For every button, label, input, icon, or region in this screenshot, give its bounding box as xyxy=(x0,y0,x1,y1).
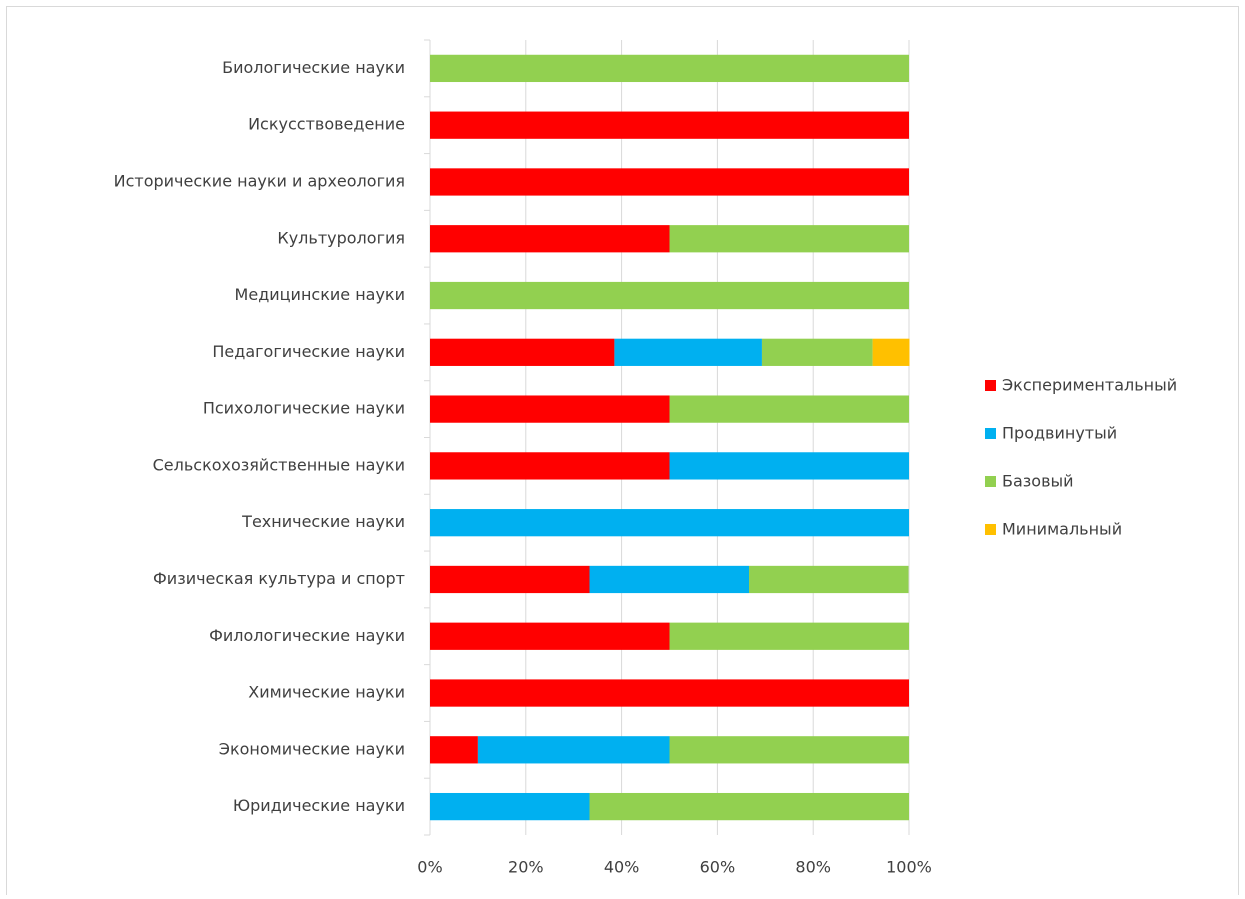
legend-label: Продвинутый xyxy=(1002,424,1117,443)
bar-segment xyxy=(430,792,590,821)
y-tick-label: Биологические науки xyxy=(222,58,405,77)
bar-segment xyxy=(430,452,670,480)
bar-segment xyxy=(430,168,909,196)
y-tick-label: Педагогические науки xyxy=(212,342,405,361)
y-tick-label: Технические науки xyxy=(241,512,405,531)
bar-segment xyxy=(669,452,909,480)
x-tick-label: 20% xyxy=(508,858,544,877)
bar-segment xyxy=(477,736,670,764)
y-tick-label: Юридические науки xyxy=(233,796,405,815)
bar-segment xyxy=(872,338,910,366)
bar-segment xyxy=(430,679,909,707)
bar-segment xyxy=(430,509,909,537)
bar-segment xyxy=(749,565,909,594)
x-tick-label: 80% xyxy=(795,858,831,877)
bar-segment xyxy=(761,338,873,366)
bar-segment xyxy=(430,54,909,83)
bar-segment xyxy=(589,792,909,821)
y-tick-label: Филологические науки xyxy=(209,626,405,645)
bar-segment xyxy=(669,395,909,423)
bar-segment xyxy=(669,736,909,764)
legend-label: Минимальный xyxy=(1002,520,1122,539)
legend-label: Экспериментальный xyxy=(1002,376,1177,395)
bar-segment xyxy=(430,225,670,253)
y-tick-label: Химические науки xyxy=(248,683,405,702)
legend-swatch xyxy=(985,428,996,439)
legend-label: Базовый xyxy=(1002,472,1074,491)
x-tick-label: 60% xyxy=(700,858,736,877)
bar-segment xyxy=(669,225,909,253)
legend-swatch xyxy=(985,380,996,391)
legend-swatch xyxy=(985,524,996,535)
y-tick-label: Физическая культура и спорт xyxy=(153,569,405,588)
y-tick-label: Искусствоведение xyxy=(248,115,405,134)
x-tick-label: 0% xyxy=(417,858,442,877)
y-tick-label: Психологические науки xyxy=(203,399,405,418)
bar-segment xyxy=(430,281,909,310)
y-tick-label: Сельскохозяйственные науки xyxy=(153,455,405,474)
x-tick-label: 100% xyxy=(886,858,932,877)
bar-segment xyxy=(430,338,615,366)
y-tick-label: Исторические науки и археология xyxy=(114,171,405,190)
bar-segment xyxy=(430,395,670,423)
bar-segment xyxy=(669,622,909,650)
legend-swatch xyxy=(985,476,996,487)
y-tick-label: Экономические науки xyxy=(219,739,405,758)
bar-segment xyxy=(589,565,750,594)
y-tick-label: Культурология xyxy=(277,228,405,247)
x-tick-label: 40% xyxy=(604,858,640,877)
y-tick-label: Медицинские науки xyxy=(235,285,405,304)
bar-segment xyxy=(614,338,762,366)
bar-segment xyxy=(430,565,590,594)
bar-segment xyxy=(430,622,670,650)
bar-segment xyxy=(430,111,909,139)
bar-segment xyxy=(430,736,478,764)
